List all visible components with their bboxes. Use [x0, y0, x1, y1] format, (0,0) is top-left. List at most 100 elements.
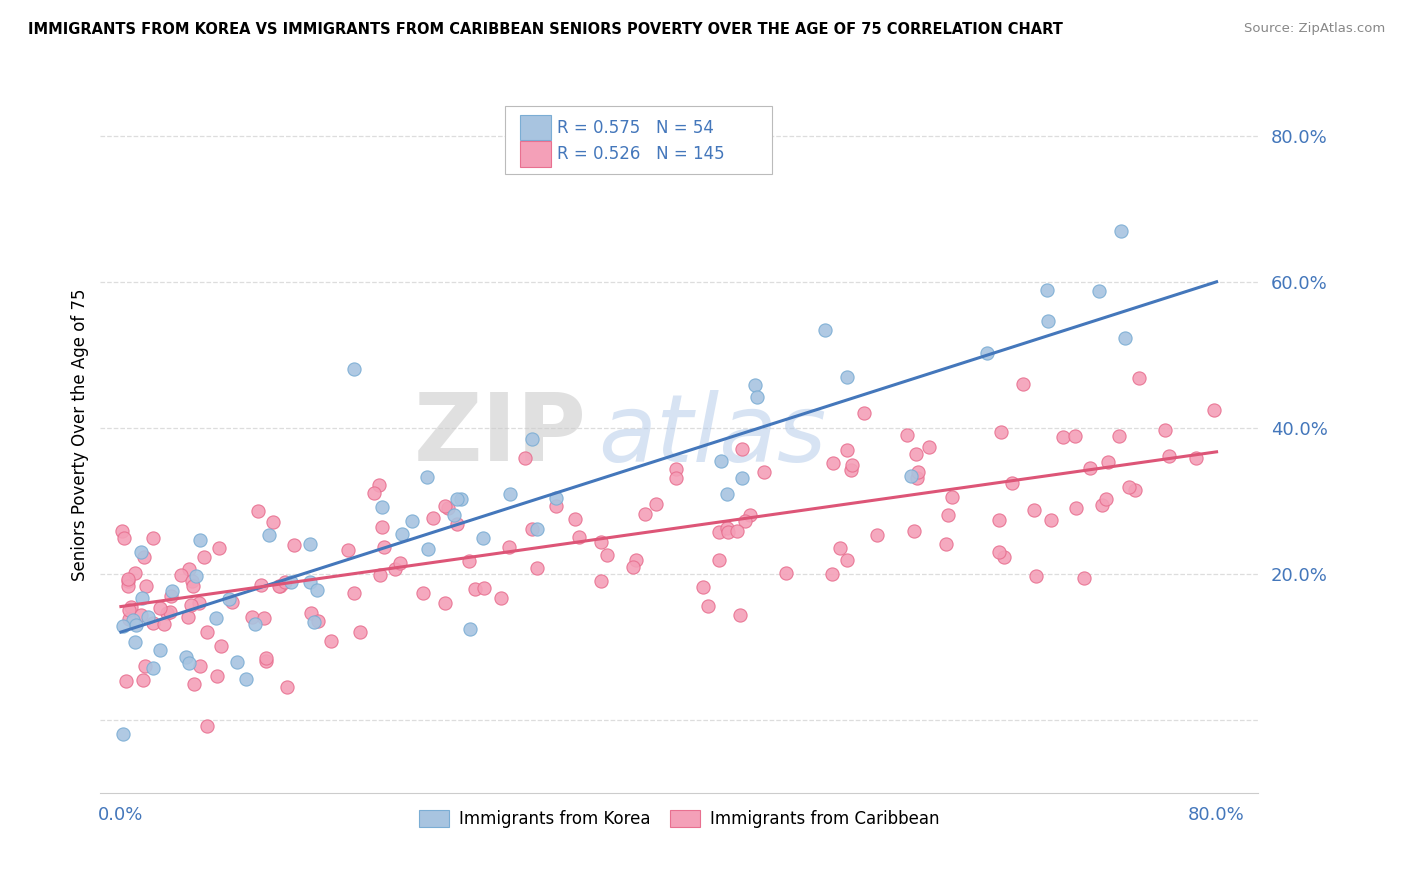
Point [1114, 331, 1136, 345]
Text: Source: ZipAtlas.com: Source: ZipAtlas.com [1244, 22, 1385, 36]
Point [1073, 571, 1095, 585]
Point [1022, 503, 1045, 517]
Point [1128, 371, 1150, 385]
Point [775, 566, 797, 580]
Point [828, 541, 851, 556]
Point [283, 538, 305, 552]
Point [152, 616, 174, 631]
Point [728, 607, 751, 622]
Point [299, 537, 322, 551]
Point [131, 591, 153, 605]
Point [976, 345, 998, 359]
Point [725, 524, 748, 538]
Point [302, 615, 325, 630]
Point [434, 499, 457, 513]
Point [1154, 423, 1177, 437]
Point [181, 578, 204, 592]
Point [363, 486, 385, 500]
Point [988, 545, 1011, 559]
Point [373, 541, 395, 555]
Point [112, 531, 135, 545]
Point [905, 471, 928, 485]
Point [458, 554, 481, 568]
Point [180, 598, 202, 612]
Point [738, 508, 761, 522]
Point [907, 465, 929, 479]
Point [221, 595, 243, 609]
Point [731, 442, 754, 457]
Point [254, 654, 277, 668]
Point [135, 579, 157, 593]
Point [117, 572, 139, 586]
Point [707, 553, 730, 567]
Point [208, 541, 231, 555]
Point [1036, 313, 1059, 327]
Point [589, 574, 612, 588]
Point [1078, 461, 1101, 475]
Point [747, 390, 769, 404]
Point [624, 552, 647, 566]
Point [389, 556, 412, 570]
Point [717, 525, 740, 540]
Point [437, 501, 460, 516]
Point [250, 578, 273, 592]
Point [434, 596, 457, 610]
Point [134, 659, 156, 673]
Point [371, 500, 394, 514]
Point [118, 612, 141, 626]
Text: R = 0.526   N = 145: R = 0.526 N = 145 [558, 145, 725, 163]
Point [299, 574, 322, 589]
Point [446, 517, 468, 532]
Point [235, 672, 257, 686]
Point [181, 574, 204, 588]
Point [853, 406, 876, 420]
Point [564, 512, 586, 526]
Point [621, 559, 644, 574]
Point [645, 497, 668, 511]
Point [709, 524, 731, 539]
Point [273, 574, 295, 589]
Point [896, 428, 918, 442]
Point [665, 462, 688, 476]
Point [1064, 429, 1087, 443]
Point [170, 568, 193, 582]
Y-axis label: Seniors Poverty Over the Age of 75: Seniors Poverty Over the Age of 75 [72, 289, 89, 582]
Point [412, 586, 434, 600]
Point [134, 549, 156, 564]
Point [129, 544, 152, 558]
Point [179, 562, 201, 576]
Point [117, 574, 139, 588]
Point [692, 580, 714, 594]
Point [1088, 285, 1111, 299]
Point [1064, 501, 1087, 516]
Point [522, 522, 544, 536]
Point [307, 614, 329, 628]
Point [136, 610, 159, 624]
Point [839, 462, 862, 476]
Point [114, 674, 136, 689]
Point [446, 492, 468, 507]
Point [142, 616, 165, 631]
Point [1025, 569, 1047, 583]
Point [498, 486, 520, 500]
Point [820, 567, 842, 582]
Point [118, 603, 141, 617]
Point [370, 520, 392, 534]
FancyBboxPatch shape [520, 115, 551, 140]
Point [401, 514, 423, 528]
Point [245, 616, 267, 631]
Text: IMMIGRANTS FROM KOREA VS IMMIGRANTS FROM CARIBBEAN SENIORS POVERTY OVER THE AGE : IMMIGRANTS FROM KOREA VS IMMIGRANTS FROM… [28, 22, 1063, 37]
Point [205, 668, 228, 682]
Point [188, 533, 211, 547]
Point [111, 524, 134, 538]
Point [520, 432, 543, 446]
Point [349, 625, 371, 640]
Point [1095, 491, 1118, 506]
Point [257, 528, 280, 542]
Point [752, 465, 775, 479]
Point [1036, 283, 1059, 297]
Point [596, 548, 619, 562]
Point [269, 579, 291, 593]
Point [177, 610, 200, 624]
Point [391, 527, 413, 541]
